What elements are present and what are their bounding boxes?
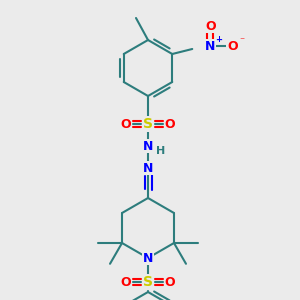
Text: S: S — [143, 117, 153, 131]
Text: O: O — [205, 20, 216, 32]
Text: O: O — [121, 275, 131, 289]
Text: +: + — [215, 34, 222, 43]
Text: N: N — [205, 40, 215, 52]
Text: N: N — [143, 140, 153, 152]
Text: N: N — [143, 251, 153, 265]
Text: H: H — [156, 146, 166, 156]
Text: O: O — [121, 118, 131, 130]
Text: ⁻: ⁻ — [240, 36, 245, 46]
Text: O: O — [227, 40, 238, 52]
Text: S: S — [143, 275, 153, 289]
Text: O: O — [165, 275, 175, 289]
Text: N: N — [143, 161, 153, 175]
Text: O: O — [165, 118, 175, 130]
